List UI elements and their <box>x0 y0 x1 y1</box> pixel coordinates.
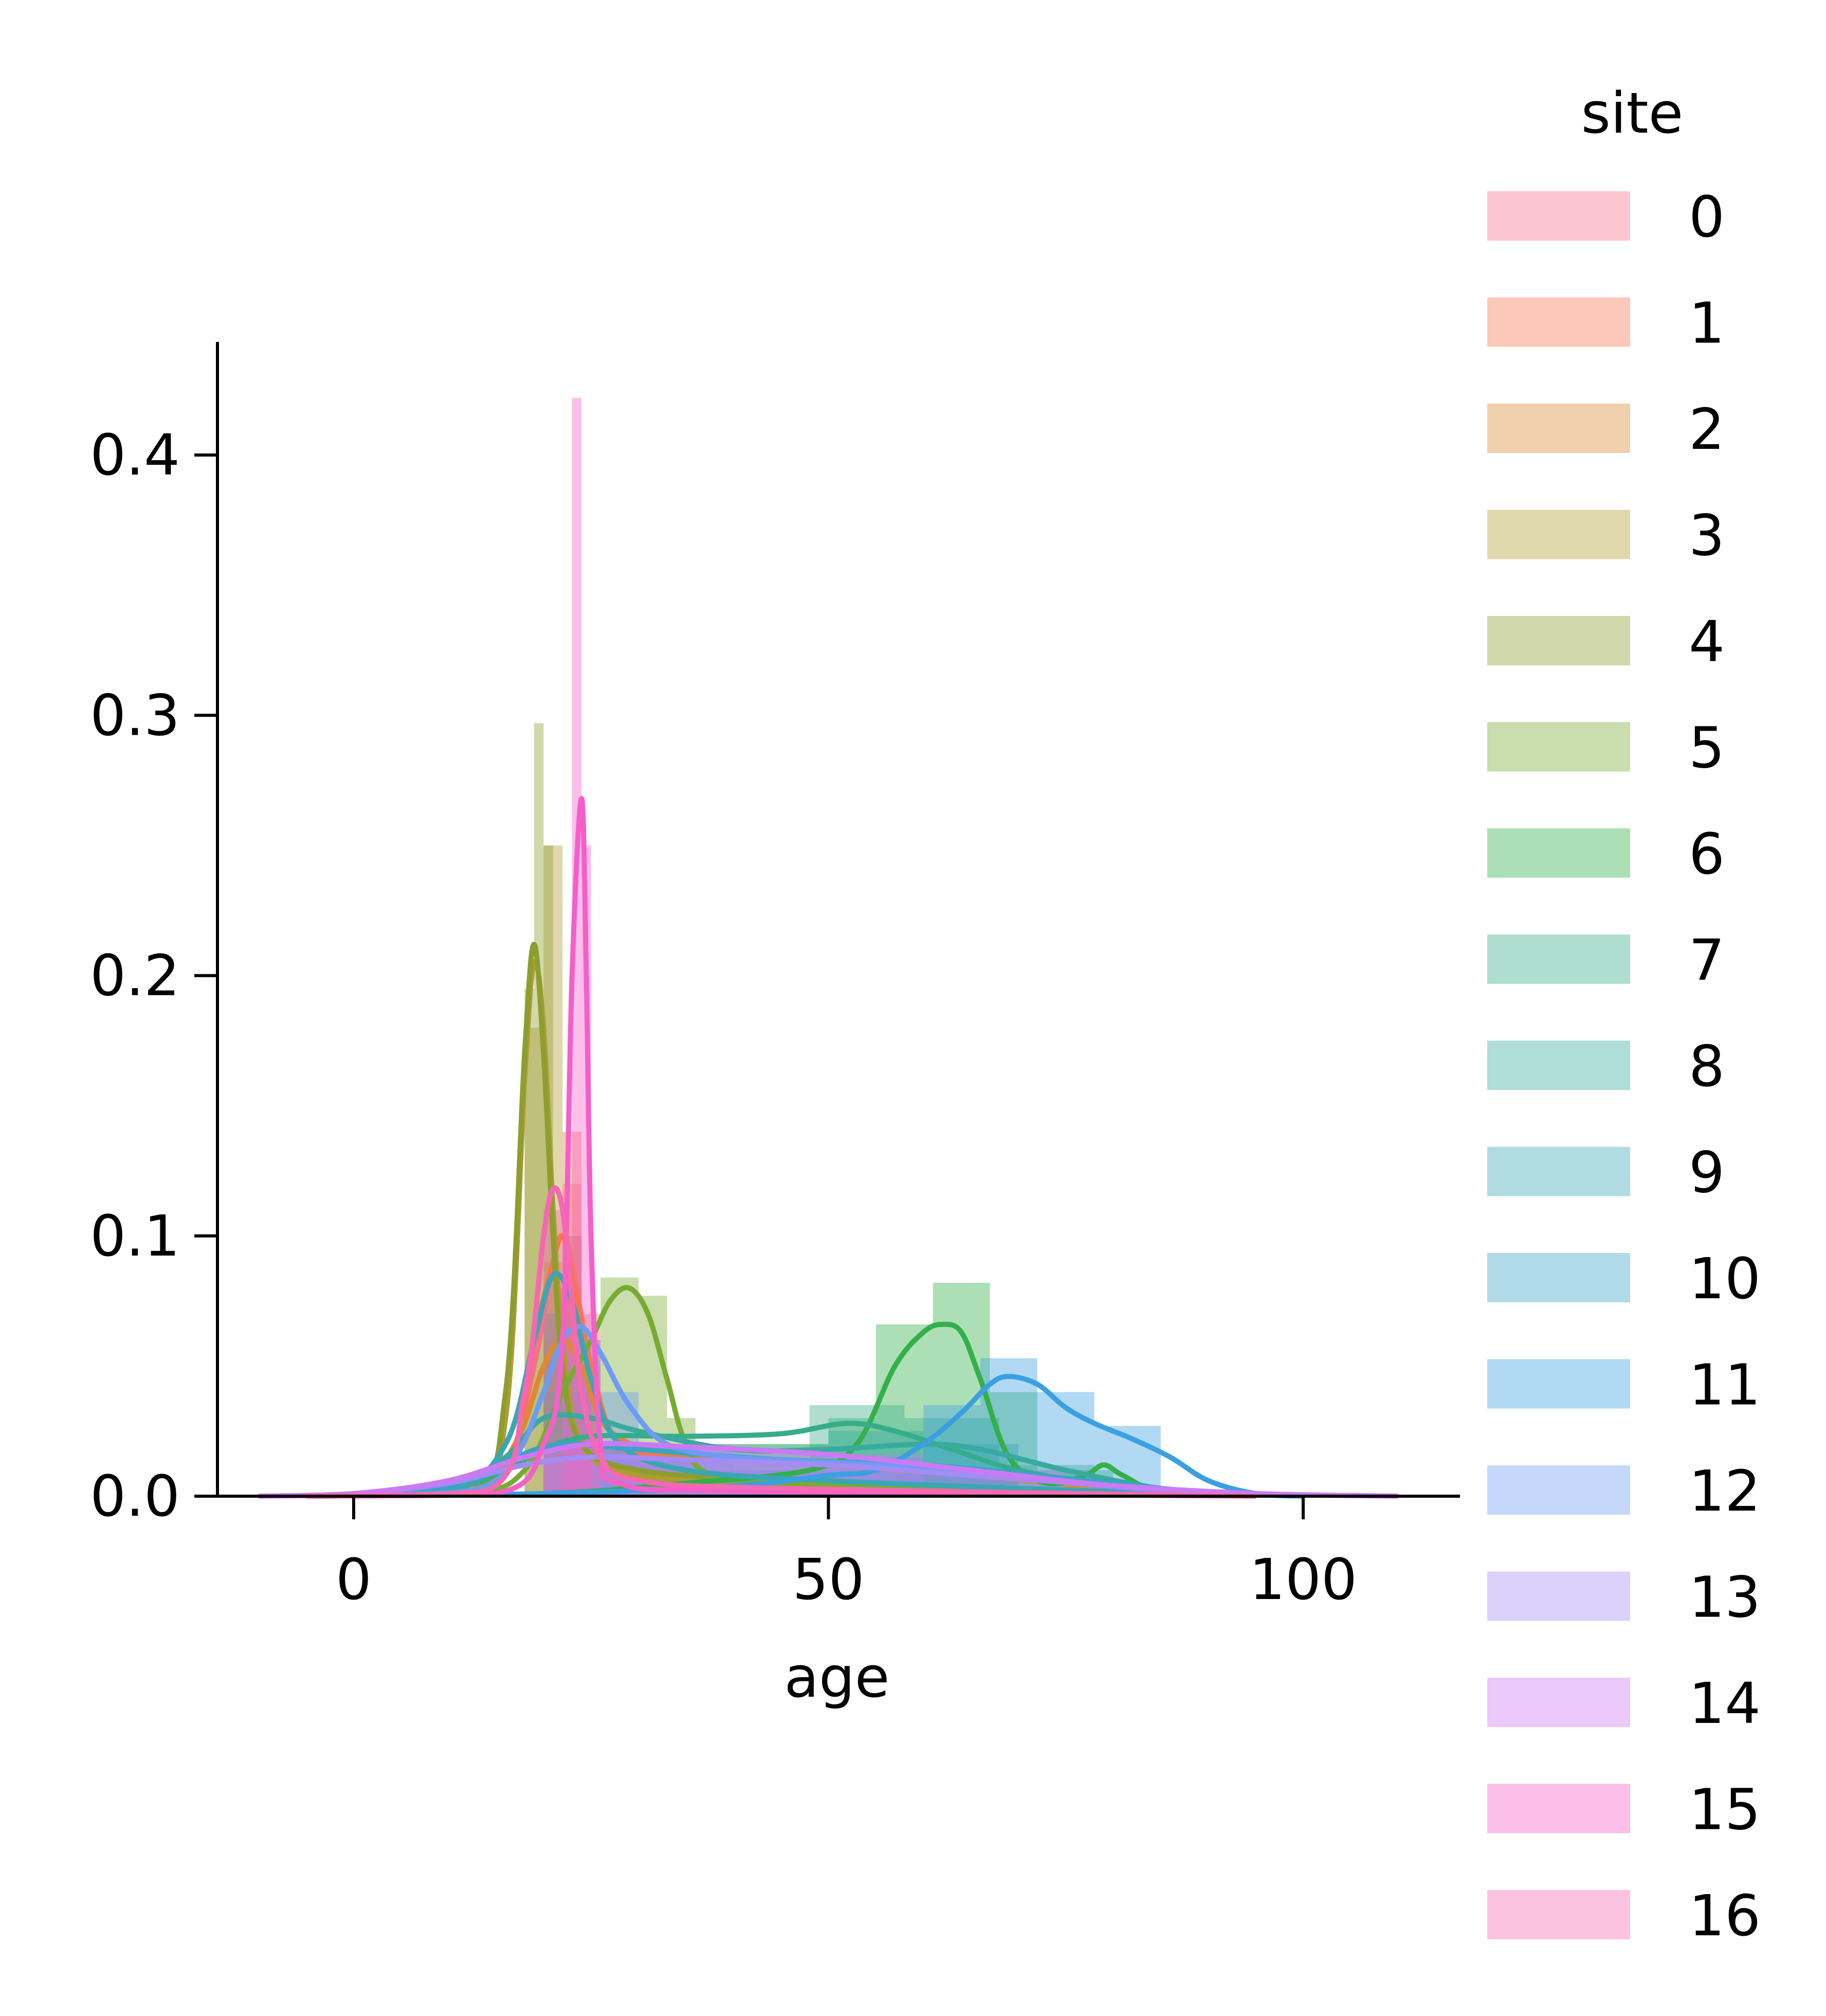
legend-swatch-9 <box>1487 1147 1630 1196</box>
legend-swatch-2 <box>1487 404 1630 453</box>
legend-swatch-0 <box>1487 191 1630 241</box>
y-tick-label-0_1: 0.1 <box>90 1203 180 1269</box>
y-tick-label-0_4: 0.4 <box>90 422 180 488</box>
legend-label-5: 5 <box>1689 715 1725 781</box>
y-axis-ticks: 0.0 0.1 0.2 0.3 0.4 <box>90 422 217 1529</box>
legend-swatch-6 <box>1487 828 1630 878</box>
kde-line-site-3 <box>306 958 1256 1499</box>
legend-label-16: 16 <box>1689 1883 1761 1949</box>
kde-line-site-14 <box>259 1441 1398 1499</box>
legend-swatch-15 <box>1487 1784 1630 1833</box>
x-axis-title: age <box>784 1644 890 1710</box>
kde-line-site-16 <box>306 1185 1256 1499</box>
legend-swatch-4 <box>1487 616 1630 665</box>
legend-label-8: 8 <box>1689 1033 1725 1099</box>
legend-title: site <box>1581 80 1684 146</box>
legend-swatch-14 <box>1487 1678 1630 1727</box>
bar-site-15-0 <box>572 397 582 1496</box>
legend-label-2: 2 <box>1689 396 1725 462</box>
x-tick-label-50: 50 <box>793 1547 865 1612</box>
kde-line-site-9 <box>306 1270 1256 1499</box>
legend-label-11: 11 <box>1689 1352 1761 1418</box>
legend-swatch-12 <box>1487 1465 1630 1515</box>
kde-line-site-15 <box>306 796 1256 1499</box>
legend-swatch-3 <box>1487 510 1630 559</box>
legend-swatch-11 <box>1487 1359 1630 1409</box>
legend-label-7: 7 <box>1689 928 1725 993</box>
legend-swatch-10 <box>1487 1253 1630 1302</box>
y-tick-label-0_2: 0.2 <box>90 943 180 1009</box>
y-tick-label-0: 0.0 <box>90 1463 180 1529</box>
legend-swatch-8 <box>1487 1041 1630 1090</box>
y-tick-label-0_3: 0.3 <box>90 682 180 748</box>
x-tick-label-0: 0 <box>336 1547 372 1612</box>
legend-swatch-5 <box>1487 722 1630 772</box>
histogram-bars <box>524 397 1161 1496</box>
legend-label-9: 9 <box>1689 1140 1725 1206</box>
legend-label-1: 1 <box>1689 290 1725 356</box>
x-tick-label-100: 100 <box>1249 1547 1357 1612</box>
legend-label-4: 4 <box>1689 609 1725 675</box>
legend-swatch-16 <box>1487 1890 1630 1939</box>
legend-label-12: 12 <box>1689 1458 1761 1524</box>
legend-label-13: 13 <box>1689 1565 1761 1630</box>
x-axis-ticks: 0 50 100 <box>336 1496 1357 1612</box>
legend-label-10: 10 <box>1689 1246 1761 1312</box>
legend-swatch-13 <box>1487 1571 1630 1621</box>
legend-swatch-7 <box>1487 934 1630 984</box>
legend-label-6: 6 <box>1689 821 1725 887</box>
legend-label-3: 3 <box>1689 503 1725 569</box>
kde-curves <box>259 796 1398 1499</box>
legend-label-15: 15 <box>1689 1777 1761 1843</box>
legend-label-0: 0 <box>1689 184 1725 250</box>
legend-label-14: 14 <box>1689 1670 1761 1736</box>
legend-swatch-1 <box>1487 297 1630 347</box>
kde-line-site-4 <box>306 941 1256 1499</box>
